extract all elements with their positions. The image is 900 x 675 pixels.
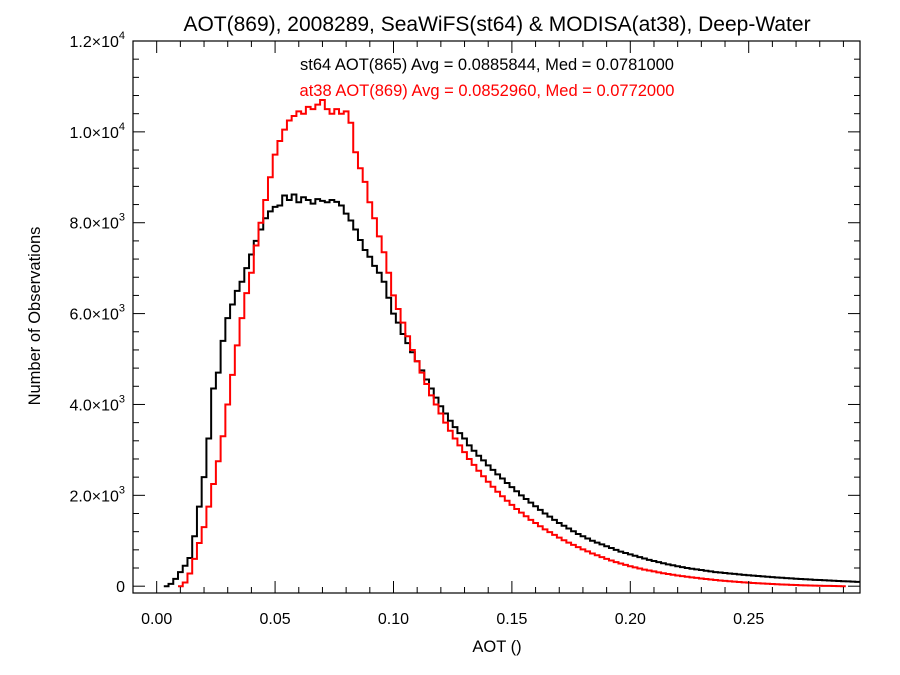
y-tick-label: 2.0×103 [69, 484, 125, 505]
y-tick-label: 1.0×104 [69, 121, 125, 142]
y-tick-label: 0 [116, 579, 125, 596]
y-tick-label: 1.2×104 [69, 30, 125, 51]
chart-title: AOT(869), 2008289, SeaWiFS(st64) & MODIS… [183, 13, 810, 36]
x-tick-label: 0.00 [141, 611, 172, 628]
at38-stats-annotation: at38 AOT(869) Avg = 0.0852960, Med = 0.0… [300, 82, 675, 100]
y-tick-label: 6.0×103 [69, 303, 125, 324]
axis-ticks: 0.00 0.05 0.10 0.15 0.20 0.25 0 2.0×103 4.0×103 6… [69, 30, 860, 628]
x-tick-label: 0.25 [733, 611, 764, 628]
y-tick-label: 8.0×103 [69, 212, 125, 233]
series-layer [163, 99, 860, 588]
y-axis-label: Number of Observations [26, 227, 44, 406]
stats-annotations: st64 AOT(865) Avg = 0.0885844, Med = 0.0… [300, 56, 675, 100]
st64-stats-annotation: st64 AOT(865) Avg = 0.0885844, Med = 0.0… [300, 56, 674, 74]
x-axis-label: AOT () [472, 638, 521, 656]
x-tick-label: 0.20 [615, 611, 646, 628]
st64-histogram-line [163, 193, 860, 588]
y-tick-label: 4.0×103 [69, 393, 125, 414]
x-tick-label: 0.10 [378, 611, 409, 628]
at38-histogram-line [177, 99, 846, 588]
x-tick-label: 0.15 [496, 611, 527, 628]
x-tick-label: 0.05 [260, 611, 291, 628]
plot-frame [132, 40, 861, 594]
